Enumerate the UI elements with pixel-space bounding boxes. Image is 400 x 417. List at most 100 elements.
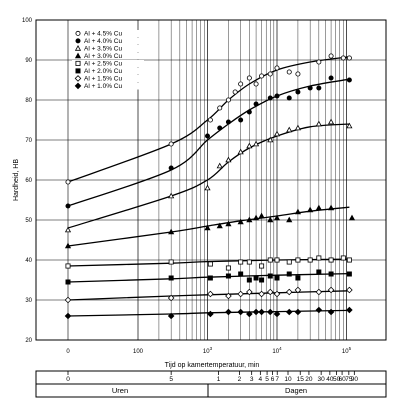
time-scale-label: 30	[318, 376, 326, 383]
days-title: Dagen	[285, 386, 307, 395]
data-point	[64, 312, 72, 320]
data-point	[258, 290, 265, 298]
data-point	[294, 208, 302, 215]
data-point	[295, 71, 301, 77]
time-scale-label: 60	[338, 376, 346, 383]
data-point	[207, 290, 214, 298]
data-point	[225, 156, 232, 163]
data-point	[327, 286, 335, 294]
data-point	[340, 55, 346, 61]
data-point	[259, 263, 265, 269]
legend-background	[72, 82, 144, 90]
data-point	[217, 105, 223, 111]
data-point	[315, 306, 323, 314]
data-point	[168, 259, 174, 265]
legend-marker	[74, 52, 82, 59]
data-point	[273, 290, 281, 298]
data-point	[246, 75, 252, 81]
data-point	[253, 81, 259, 87]
data-point	[267, 257, 273, 263]
data-point	[252, 308, 260, 316]
data-point	[238, 271, 244, 277]
data-point	[225, 273, 231, 279]
data-point	[267, 273, 273, 279]
x-tick-exponent: 3	[210, 346, 213, 351]
data-point	[238, 117, 244, 123]
data-point	[65, 179, 71, 185]
x-tick-label: 103	[203, 346, 213, 355]
legend-entry: Al + 3.5% Cu	[84, 46, 123, 53]
data-point	[65, 203, 71, 209]
data-point	[253, 101, 259, 107]
data-point	[65, 279, 71, 285]
data-point	[273, 130, 281, 137]
legend-background	[72, 75, 144, 82]
series-curve	[67, 272, 350, 283]
data-point	[346, 257, 352, 263]
series-curve	[67, 206, 350, 247]
data-point	[328, 271, 334, 277]
data-point	[225, 265, 231, 271]
legend-entry: Al + 2.5% Cu	[84, 61, 123, 68]
legend-entry: Al + 1.5% Cu	[84, 76, 123, 83]
data-point	[316, 255, 322, 261]
time-scale-label: 20	[305, 376, 313, 383]
plot-frame	[35, 19, 387, 341]
data-point	[168, 165, 174, 171]
hours-title: Uren	[112, 386, 128, 395]
data-point	[346, 55, 352, 61]
data-point	[286, 216, 293, 223]
data-point	[294, 124, 302, 131]
data-point	[168, 141, 174, 147]
series-points	[64, 53, 356, 320]
data-point	[258, 308, 265, 316]
data-point	[328, 53, 334, 59]
data-point	[232, 89, 238, 95]
x-tick-label: 0	[66, 349, 70, 355]
legend-background	[72, 52, 144, 60]
data-point	[207, 117, 213, 123]
y-tick-label: 30	[25, 298, 32, 304]
data-point	[348, 214, 356, 221]
time-scale-label: 1	[217, 376, 221, 383]
data-point	[237, 308, 244, 316]
time-scale-label: 2	[238, 376, 242, 383]
data-point	[294, 286, 302, 294]
data-point	[258, 212, 265, 219]
x-tick-exponent: 5	[349, 346, 352, 351]
time-scale-label: 90	[351, 376, 359, 383]
legend-background	[72, 37, 144, 45]
data-point	[204, 184, 211, 191]
data-point	[316, 85, 322, 91]
y-axis-ticks: 20 30 40 50 60 70 80 90 100	[22, 18, 33, 344]
x-tick-label: 105	[342, 346, 352, 355]
data-point	[237, 148, 244, 155]
data-point	[286, 69, 292, 75]
x-tick-exponent: 4	[279, 346, 282, 351]
data-point	[204, 224, 211, 231]
data-point	[252, 214, 260, 221]
data-point	[267, 71, 273, 77]
data-point	[274, 65, 280, 71]
y-tick-label: 80	[25, 98, 32, 104]
time-scale-label: 5	[169, 376, 173, 383]
time-scale-label: 75	[345, 376, 353, 383]
time-scale-label: 40	[326, 376, 334, 383]
data-point	[204, 133, 210, 139]
data-point	[259, 73, 265, 79]
legend-marker	[75, 38, 81, 44]
data-point	[225, 119, 231, 125]
time-scale-label: 0	[66, 376, 70, 383]
data-point	[64, 226, 72, 233]
data-point	[316, 269, 322, 275]
data-point	[295, 275, 301, 281]
y-tick-label: 70	[25, 138, 32, 144]
data-point	[167, 312, 175, 320]
data-point	[246, 259, 252, 265]
data-point	[316, 59, 322, 65]
data-point	[267, 216, 274, 223]
data-point	[238, 81, 244, 87]
